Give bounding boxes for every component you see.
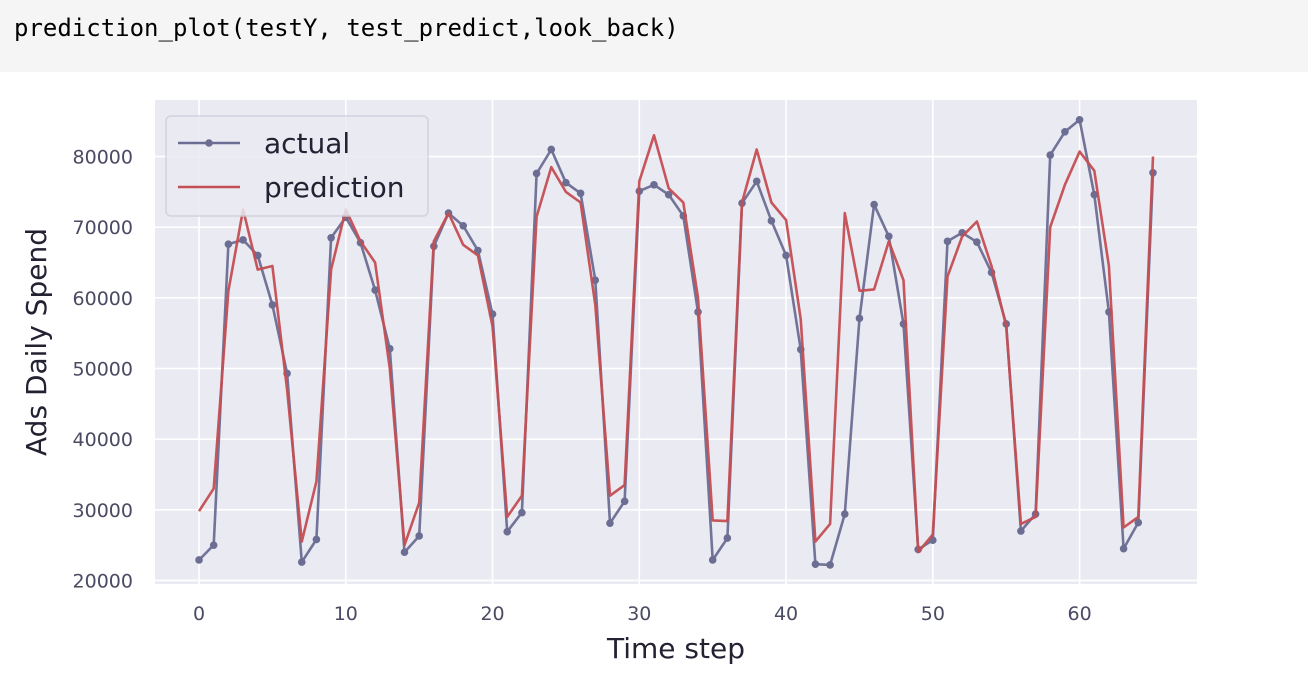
y-tick-label: 80000 — [73, 147, 133, 169]
legend-label-actual: actual — [264, 127, 350, 160]
x-tick-label: 30 — [627, 603, 651, 625]
data-point-actual — [327, 233, 335, 242]
data-point-actual — [297, 558, 306, 566]
series-line-prediction — [197, 134, 1155, 554]
data-point-actual — [532, 169, 541, 178]
data-point-actual — [1119, 544, 1128, 553]
data-point-actual — [239, 236, 247, 244]
data-point-actual — [400, 548, 409, 557]
data-point-actual — [415, 532, 423, 540]
data-point-actual — [459, 221, 467, 230]
y-tick-label: 60000 — [73, 288, 133, 310]
x-tick-label: 60 — [1067, 603, 1091, 625]
x-tick-label: 10 — [334, 603, 358, 625]
data-point-actual — [811, 560, 820, 569]
data-point-actual — [664, 190, 673, 199]
data-point-actual — [576, 189, 585, 198]
data-point-actual — [943, 237, 952, 246]
data-point-actual — [474, 246, 482, 255]
data-point-actual — [1046, 151, 1055, 159]
data-point-actual — [547, 145, 556, 154]
code-text: prediction_plot(testY, test_predict,look… — [14, 14, 679, 42]
x-tick-label: 20 — [480, 603, 504, 625]
y-tick-label: 20000 — [73, 570, 133, 592]
data-point-actual — [973, 238, 981, 246]
data-point-actual — [723, 534, 732, 542]
data-point-actual — [752, 177, 761, 186]
data-point-actual — [1090, 190, 1099, 199]
data-point-actual — [195, 556, 203, 564]
data-point-actual — [606, 519, 614, 528]
data-point-actual — [209, 541, 218, 549]
data-point-actual — [620, 497, 629, 506]
legend-marker-actual — [205, 139, 213, 147]
data-point-actual — [518, 508, 526, 517]
data-point-actual — [371, 286, 379, 294]
data-point-actual — [224, 240, 233, 248]
y-tick-label: 40000 — [73, 429, 133, 451]
data-point-actual — [268, 301, 277, 309]
x-tick-label: 40 — [774, 603, 798, 625]
y-tick-label: 30000 — [73, 500, 133, 522]
data-point-actual — [503, 527, 512, 536]
data-point-actual — [591, 276, 600, 284]
y-tick-label: 70000 — [73, 217, 133, 239]
data-point-actual — [1134, 518, 1143, 527]
data-point-actual — [855, 314, 864, 323]
data-point-actual — [782, 251, 790, 260]
legend-label-prediction: prediction — [264, 171, 404, 204]
data-point-actual — [826, 561, 834, 569]
data-point-actual — [840, 510, 849, 518]
data-point-actual — [650, 180, 658, 189]
data-point-actual — [562, 178, 570, 187]
axis-tick-labels: 0 10 20 30 40 50 60 20000 30000 40000 50000 60000 70… — [73, 147, 1092, 625]
x-axis-label: Time step — [606, 632, 745, 665]
legend: actual prediction — [165, 115, 429, 217]
y-tick-label: 50000 — [73, 358, 133, 380]
data-point-actual — [1061, 127, 1069, 136]
x-tick-label: 0 — [193, 603, 205, 625]
data-point-actual — [870, 200, 878, 209]
data-point-actual — [885, 232, 893, 241]
code-cell[interactable]: prediction_plot(testY, test_predict,look… — [0, 0, 1308, 72]
legend-box — [165, 115, 429, 217]
data-point-actual — [1017, 527, 1025, 535]
data-point-actual — [708, 556, 717, 564]
data-point-actual — [312, 535, 321, 544]
data-point-actual — [1075, 115, 1084, 124]
series-layer — [195, 115, 1157, 569]
data-point-actual — [767, 217, 776, 225]
x-tick-label: 50 — [921, 603, 945, 625]
y-axis-label: Ads Daily Spend — [20, 228, 53, 456]
